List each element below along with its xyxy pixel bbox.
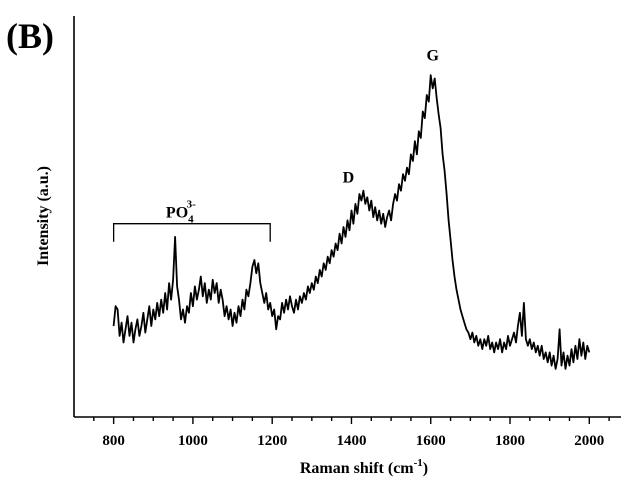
spectrum-line [112,74,591,370]
y-axis-title: Intensity (a.u.) [35,166,52,266]
x-tick-label: 1600 [416,433,446,449]
phosphate-label: PO4 3- [166,199,196,226]
phosphate-label-sub: 4 [188,214,194,226]
d-band-label: D [343,170,355,187]
phosphate-label-sup: 3- [187,199,197,211]
x-axis-title-text: Raman shift (cm [300,460,414,477]
x-tick-label: 800 [102,433,125,449]
x-tick-label: 1400 [336,433,366,449]
annotations: PO4 3- D G [112,48,439,242]
x-axis-ticks [93,417,610,424]
g-band-label: G [426,48,439,65]
phosphate-label-base: PO [166,205,188,222]
x-axis-title-close: ) [423,460,428,477]
x-tick-label: 2000 [574,433,604,449]
x-axis-title-sup: -1 [414,457,423,469]
phosphate-bracket [112,223,271,242]
x-axis-title: Raman shift (cm-1) [300,457,428,477]
x-tick-label: 1000 [178,433,208,449]
x-tick-label: 1200 [257,433,287,449]
panel-label: (B) [6,16,54,56]
x-axis-tick-labels: 800 1000 1200 1400 1600 1800 2000 [102,433,604,449]
axes [73,16,621,418]
x-tick-label: 1800 [495,433,525,449]
